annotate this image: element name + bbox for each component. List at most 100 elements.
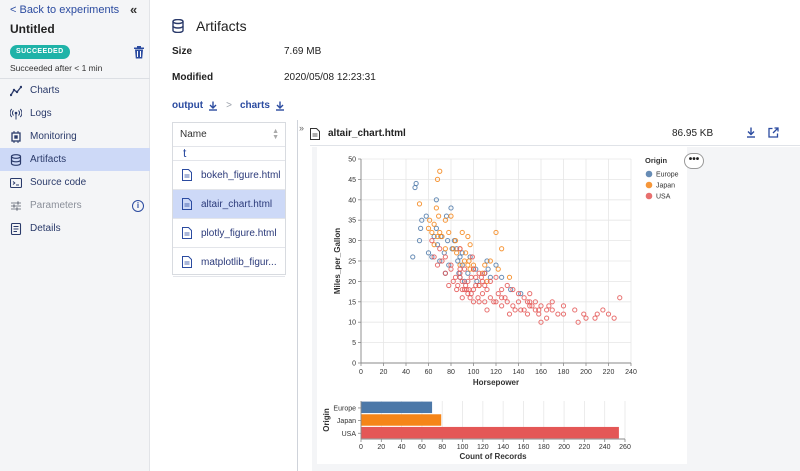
scatter-point xyxy=(527,299,533,305)
x-tick-label: 80 xyxy=(438,444,446,451)
file-row[interactable]: altair_chart.html xyxy=(173,190,285,219)
sidebar-item-source-code[interactable]: Source code xyxy=(0,171,150,194)
scatter-point xyxy=(515,291,522,297)
y-tick-label: Europe xyxy=(333,405,356,412)
scatter-point xyxy=(493,262,499,268)
download-icon[interactable] xyxy=(746,127,756,138)
sidebar-item-charts[interactable]: Charts xyxy=(0,79,150,102)
scatter-point xyxy=(442,270,448,276)
file-list-header[interactable]: Name ▲ ▼ xyxy=(173,123,285,147)
file-row[interactable]: bokeh_figure.html xyxy=(173,161,285,190)
scatter-point xyxy=(455,282,461,289)
scatter-point xyxy=(459,286,465,293)
file-row[interactable]: plotly_figure.html xyxy=(173,219,285,248)
sidebar-item-logs[interactable]: Logs xyxy=(0,102,150,125)
more-options-button[interactable]: ••• xyxy=(684,153,704,169)
scatter-point xyxy=(482,299,488,305)
main-panel: Artifacts Size 7.69 MB Modified 2020/05/… xyxy=(150,0,800,471)
scatter-point xyxy=(499,274,505,280)
legend-label: USA xyxy=(656,194,671,201)
x-tick-label: 60 xyxy=(418,444,426,451)
info-icon[interactable]: i xyxy=(132,199,144,212)
scatter-point xyxy=(560,303,567,309)
sidebar-item-label: Monitoring xyxy=(30,131,77,142)
back-to-experiments-link[interactable]: < Back to experiments xyxy=(10,4,120,16)
sidebar: < Back to experiments « Untitled SUCCEED… xyxy=(0,0,150,471)
scatter-point xyxy=(508,286,514,293)
scatter-point xyxy=(560,311,567,317)
scatter-point xyxy=(454,286,460,293)
scatter-point xyxy=(518,307,524,313)
scatter-point xyxy=(416,201,423,207)
y-tick-label: 15 xyxy=(348,299,356,306)
scatter-point xyxy=(484,307,490,313)
sidebar-item-details[interactable]: Details xyxy=(0,217,150,240)
collapse-sidebar-icon[interactable]: « xyxy=(130,2,137,17)
trash-icon[interactable] xyxy=(133,46,145,59)
y-tick-label: 45 xyxy=(348,177,356,184)
sidebar-item-label: Details xyxy=(30,223,61,234)
x-tick-label: 140 xyxy=(513,369,525,376)
download-icon[interactable] xyxy=(208,101,218,111)
scatter-point xyxy=(478,274,484,280)
viewer-divider[interactable] xyxy=(297,120,298,471)
scatter-point xyxy=(592,315,598,321)
sidebar-item-monitoring[interactable]: Monitoring xyxy=(0,125,150,148)
bar xyxy=(361,401,433,414)
scatter-point xyxy=(418,225,424,231)
scatter-point xyxy=(448,213,454,219)
viewer-header: altair_chart.html 86.95 KB xyxy=(310,122,800,146)
sidebar-nav: Charts Logs Monitoring Artifacts Source … xyxy=(0,79,150,240)
scatter-point xyxy=(510,286,516,293)
x-tick-label: 80 xyxy=(447,369,455,376)
legend-label: Japan xyxy=(656,183,675,190)
file-row[interactable]: matplotlib_figur... xyxy=(173,248,285,277)
name-column-header: Name xyxy=(180,129,207,140)
y-tick-label: USA xyxy=(342,431,357,438)
scatter-point xyxy=(536,307,542,313)
expand-panel-icon[interactable]: ›› xyxy=(299,123,304,133)
x-tick-label: 60 xyxy=(425,369,433,376)
scatter-point xyxy=(538,319,544,325)
scatter-point xyxy=(527,291,533,297)
scatter-point xyxy=(487,295,493,301)
scatter-point xyxy=(546,303,552,309)
scatter-point xyxy=(524,311,531,317)
x-tick-label: 180 xyxy=(538,444,550,451)
sidebar-item-artifacts[interactable]: Artifacts xyxy=(0,148,150,171)
scatter-point xyxy=(487,278,493,284)
scatter-point xyxy=(524,299,531,305)
sort-icon[interactable]: ▲ ▼ xyxy=(272,128,279,141)
external-link-icon[interactable] xyxy=(768,127,779,138)
breadcrumb-output[interactable]: output xyxy=(172,100,204,111)
chart-preview-frame: 0 20 40 60 80 100 120 140 160 180 200 220 240 0 5 10 15 2… xyxy=(312,147,800,471)
download-icon[interactable] xyxy=(275,101,285,111)
scatter-point xyxy=(419,217,425,223)
scatter-point xyxy=(429,254,435,260)
scatter-point xyxy=(532,307,538,313)
x-tick-label: 160 xyxy=(535,369,547,376)
y-axis-label: Origin xyxy=(322,408,331,432)
breadcrumb-charts[interactable]: charts xyxy=(239,100,270,111)
scatter-point xyxy=(469,254,475,260)
scatter-point xyxy=(457,274,463,280)
scatter-point xyxy=(504,282,510,289)
sidebar-item-parameters[interactable]: Parameters i xyxy=(0,194,150,217)
filter-input[interactable]: t xyxy=(173,147,285,161)
x-tick-label: 260 xyxy=(619,444,631,451)
scatter-point xyxy=(452,274,459,280)
x-tick-label: 220 xyxy=(603,369,615,376)
chip-icon xyxy=(10,130,22,143)
scatter-point xyxy=(433,205,439,211)
scatter-point xyxy=(470,299,477,305)
scatter-point xyxy=(544,307,550,313)
scatter-point xyxy=(549,299,555,305)
sliders-icon xyxy=(10,200,22,212)
x-tick-label: 200 xyxy=(558,444,570,451)
scatter-point xyxy=(431,233,437,240)
page-title: Artifacts xyxy=(196,18,247,34)
database-icon xyxy=(172,19,184,33)
y-tick-label: 0 xyxy=(352,361,356,368)
scatter-point xyxy=(425,250,432,256)
scatter-point xyxy=(434,176,441,183)
